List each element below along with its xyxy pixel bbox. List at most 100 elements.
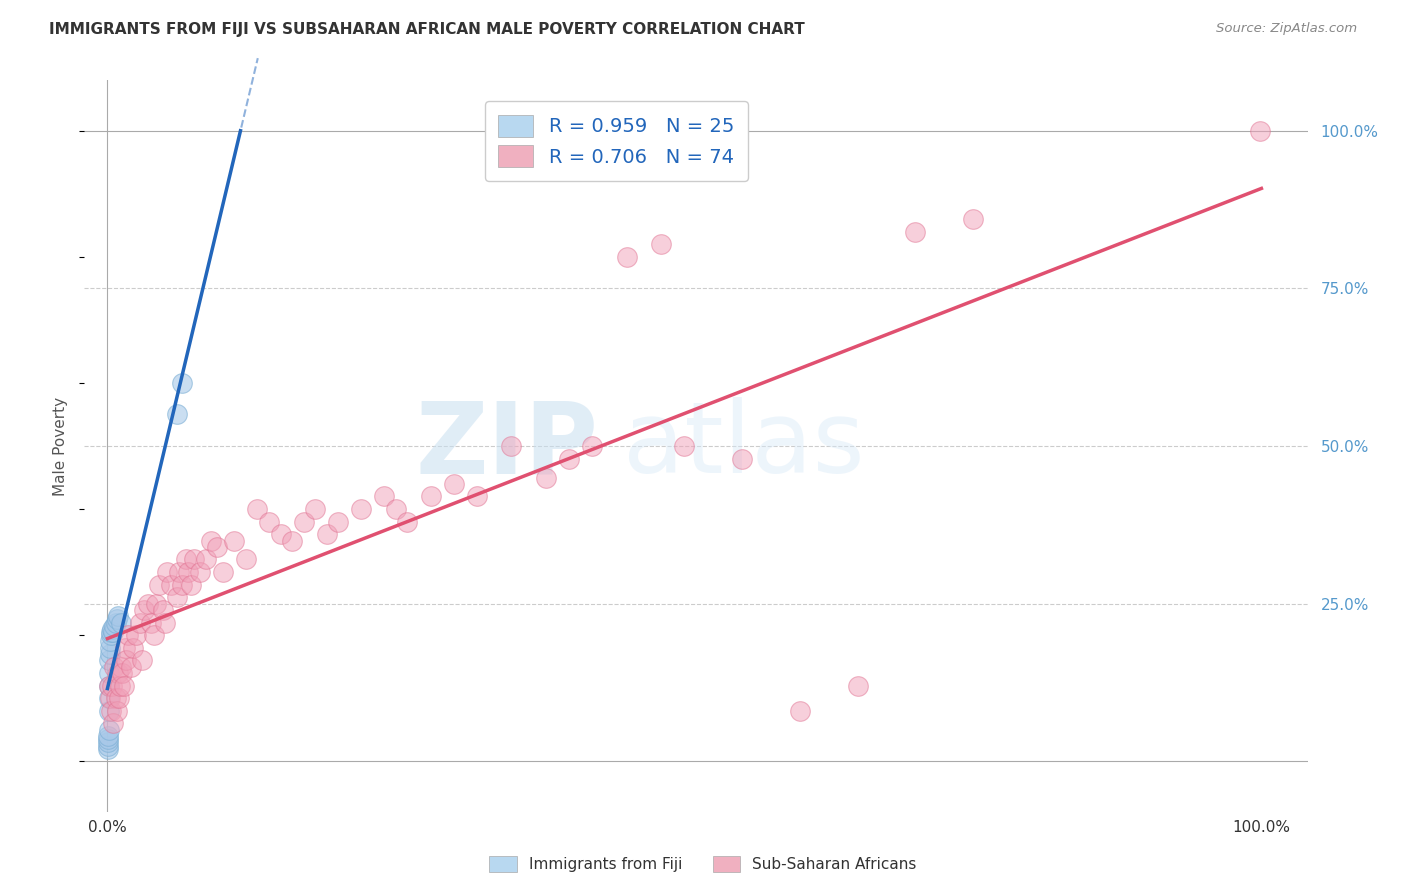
Point bbox=[962, 212, 984, 227]
Point bbox=[98, 647, 121, 661]
Point bbox=[97, 679, 120, 693]
Point bbox=[281, 533, 304, 548]
Point bbox=[101, 679, 124, 693]
Point bbox=[121, 640, 143, 655]
Point bbox=[103, 618, 125, 632]
Point bbox=[501, 439, 523, 453]
Point bbox=[97, 739, 120, 753]
Point bbox=[134, 603, 156, 617]
Point bbox=[145, 597, 167, 611]
Point bbox=[98, 653, 121, 667]
Point bbox=[142, 628, 165, 642]
Point bbox=[373, 490, 395, 504]
Point bbox=[246, 502, 269, 516]
Text: ZIP: ZIP bbox=[415, 398, 598, 494]
Legend: Immigrants from Fiji, Sub-Saharan Africans: Immigrants from Fiji, Sub-Saharan Africa… bbox=[481, 848, 925, 880]
Point bbox=[167, 565, 190, 579]
Point bbox=[443, 476, 465, 491]
Point bbox=[156, 565, 179, 579]
Point bbox=[141, 615, 163, 630]
Point bbox=[257, 515, 280, 529]
Point bbox=[98, 691, 121, 706]
Point bbox=[846, 679, 869, 693]
Point bbox=[107, 609, 129, 624]
Y-axis label: Male Poverty: Male Poverty bbox=[53, 396, 69, 496]
Point bbox=[110, 659, 132, 673]
Point bbox=[111, 665, 134, 680]
Point bbox=[200, 533, 222, 548]
Point bbox=[177, 565, 200, 579]
Point bbox=[194, 552, 217, 566]
Point bbox=[100, 628, 122, 642]
Point bbox=[103, 625, 125, 640]
Point bbox=[104, 615, 127, 630]
Point bbox=[97, 679, 120, 693]
Point bbox=[385, 502, 408, 516]
Point bbox=[148, 578, 170, 592]
Point bbox=[166, 408, 188, 422]
Point bbox=[172, 376, 194, 390]
Point bbox=[98, 640, 121, 655]
Point bbox=[114, 640, 136, 655]
Point bbox=[350, 502, 373, 516]
Point bbox=[558, 451, 581, 466]
Point bbox=[136, 597, 159, 611]
Point bbox=[152, 603, 174, 617]
Point bbox=[131, 653, 153, 667]
Point bbox=[616, 250, 638, 264]
Point bbox=[108, 691, 131, 706]
Point bbox=[166, 591, 188, 605]
Point bbox=[115, 653, 138, 667]
Point bbox=[396, 515, 419, 529]
Point bbox=[731, 451, 754, 466]
Point bbox=[103, 659, 125, 673]
Point bbox=[304, 502, 326, 516]
Point bbox=[1249, 124, 1271, 138]
Point bbox=[292, 515, 315, 529]
Legend: R = 0.959   N = 25, R = 0.706   N = 74: R = 0.959 N = 25, R = 0.706 N = 74 bbox=[485, 101, 748, 181]
Point bbox=[419, 490, 441, 504]
Point bbox=[904, 225, 927, 239]
Point bbox=[789, 704, 811, 718]
Point bbox=[211, 565, 233, 579]
Point bbox=[105, 704, 128, 718]
Point bbox=[120, 659, 142, 673]
Point bbox=[128, 615, 150, 630]
Point bbox=[97, 704, 120, 718]
Point bbox=[117, 628, 139, 642]
Point bbox=[125, 628, 148, 642]
Point bbox=[183, 552, 205, 566]
Point bbox=[315, 527, 337, 541]
Point bbox=[153, 615, 176, 630]
Point bbox=[97, 723, 120, 737]
Point bbox=[270, 527, 292, 541]
Point bbox=[98, 665, 121, 680]
Point bbox=[188, 565, 211, 579]
Point bbox=[224, 533, 246, 548]
Point bbox=[465, 490, 488, 504]
Point bbox=[97, 691, 120, 706]
Point bbox=[97, 729, 120, 743]
Point bbox=[328, 515, 350, 529]
Point bbox=[673, 439, 696, 453]
Point bbox=[100, 625, 122, 640]
Point bbox=[98, 634, 121, 648]
Point bbox=[650, 237, 672, 252]
Point bbox=[103, 716, 125, 731]
Point bbox=[110, 615, 132, 630]
Point bbox=[97, 735, 120, 749]
Point bbox=[107, 665, 129, 680]
Point bbox=[581, 439, 603, 453]
Point bbox=[100, 704, 122, 718]
Point bbox=[174, 552, 197, 566]
Point bbox=[534, 470, 557, 484]
Point bbox=[105, 612, 128, 626]
Point bbox=[112, 679, 135, 693]
Point bbox=[205, 540, 228, 554]
Point bbox=[104, 691, 127, 706]
Text: IMMIGRANTS FROM FIJI VS SUBSAHARAN AFRICAN MALE POVERTY CORRELATION CHART: IMMIGRANTS FROM FIJI VS SUBSAHARAN AFRIC… bbox=[49, 22, 806, 37]
Text: Source: ZipAtlas.com: Source: ZipAtlas.com bbox=[1216, 22, 1357, 36]
Point bbox=[160, 578, 183, 592]
Point bbox=[101, 622, 124, 636]
Point bbox=[97, 741, 120, 756]
